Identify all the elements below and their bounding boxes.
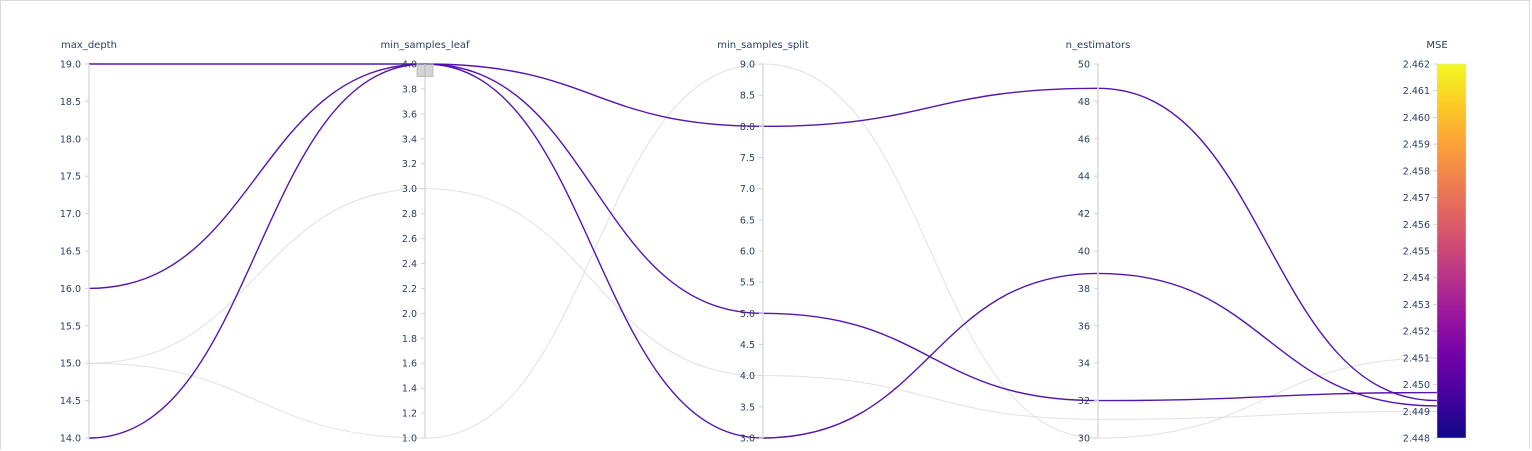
tick-label: 44 [1078,172,1090,183]
axis-title: min_samples_split [717,40,809,51]
tick-label: 5.0 [740,309,755,320]
constraint-range-handle[interactable] [416,63,434,77]
colorbar: MSE 2.462 2.461 2.460 2.459 2.458 2.457 2.456 2.… [1403,40,1467,445]
tick-label: 2.6 [402,234,417,245]
axis-min_samples_leaf[interactable]: min_samples_leaf 4.0 3.8 3.6 3.4 3.2 3.0 2.8 2.6… [380,40,469,445]
colorbar-tick-label: 2.454 [1403,273,1430,284]
colorbar-tick-label: 2.449 [1403,407,1430,418]
tick-label: 2.8 [402,209,417,220]
tick-label: 1.6 [402,359,417,370]
tick-label: 14.0 [60,434,81,445]
axis-title: min_samples_leaf [380,40,469,51]
tick-label: 2.2 [402,284,417,295]
tick-label: 15.5 [60,321,81,332]
colorbar-tick-label: 2.452 [1403,327,1430,338]
tick-label: 15.0 [60,359,81,370]
tick-label: 6.0 [740,247,755,258]
tick-label: 36 [1078,321,1090,332]
tick-label: 3.6 [402,109,417,120]
colorbar-tick-label: 2.461 [1403,86,1430,97]
tick-label: 48 [1078,97,1090,108]
axis-min_samples_split[interactable]: min_samples_split 9.0 8.5 8.0 7.5 7.0 6.5 6.0 5.… [717,40,809,445]
tick-label: 8.0 [740,122,755,133]
data-line-selected [88,63,1438,402]
tick-label: 7.5 [740,153,755,164]
tick-label: 50 [1078,60,1090,71]
axis-title: max_depth [61,40,117,51]
tick-label: 1.4 [402,384,417,395]
colorbar-tick-label: 2.453 [1403,300,1430,311]
tick-label: 40 [1078,247,1090,258]
tick-label: 8.5 [740,91,755,102]
tick-label: 16.5 [60,247,81,258]
tick-label: 5.5 [740,278,755,289]
tick-label: 18.0 [60,134,81,145]
tick-label: 46 [1078,134,1090,145]
data-line-selected [88,63,1438,402]
colorbar-bar [1436,63,1467,439]
tick-label: 6.5 [740,215,755,226]
tick-label: 19.0 [60,60,81,71]
tick-label: 4.0 [740,371,755,382]
colorbar-tick-label: 2.462 [1403,60,1430,71]
tick-label: 2.4 [402,259,417,270]
colorbar-tick-label: 2.457 [1403,193,1430,204]
tick-label: 1.8 [402,334,417,345]
colorbar-tick-label: 2.450 [1403,380,1430,391]
data-line-unselected [88,188,1438,420]
tick-label: 2.0 [402,309,417,320]
tick-label: 38 [1078,284,1090,295]
tick-label: 16.0 [60,284,81,295]
tick-label: 18.5 [60,97,81,108]
colorbar-tick-label: 2.456 [1403,220,1430,231]
tick-label: 1.0 [402,434,417,445]
tick-label: 3.5 [740,402,755,413]
axis-title: n_estimators [1066,40,1131,51]
tick-label: 17.5 [60,172,81,183]
tick-label: 9.0 [740,60,755,71]
tick-label: 7.0 [740,184,755,195]
colorbar-tick-label: 2.451 [1403,353,1430,364]
axis-n_estimators[interactable]: n_estimators 50 48 46 44 42 40 38 36 34 32 30 [1066,40,1131,445]
tick-label: 3.4 [402,134,417,145]
colorbar-tick-label: 2.459 [1403,140,1430,151]
tick-label: 3.8 [402,84,417,95]
tick-label: 3.0 [740,434,755,445]
tick-label: 3.2 [402,159,417,170]
tick-label: 4.5 [740,340,755,351]
tick-label: 17.0 [60,209,81,220]
colorbar-title: MSE [1426,40,1447,51]
tick-label: 32 [1078,396,1090,407]
tick-label: 4.0 [402,60,417,71]
axis-max_depth[interactable]: max_depth 19.0 18.5 18.0 17.5 17.0 16.5 16.0 15.… [60,40,117,445]
tick-label: 1.2 [402,409,417,420]
colorbar-tick-label: 2.460 [1403,113,1430,124]
tick-label: 14.5 [60,396,81,407]
colorbar-tick-label: 2.455 [1403,247,1430,258]
tick-label: 3.0 [402,184,417,195]
tick-label: 30 [1078,434,1090,445]
colorbar-tick-label: 2.458 [1403,166,1430,177]
data-line-selected [88,63,1438,439]
tick-label: 34 [1078,359,1090,370]
colorbar-tick-label: 2.448 [1403,434,1430,445]
tick-label: 42 [1078,209,1090,220]
